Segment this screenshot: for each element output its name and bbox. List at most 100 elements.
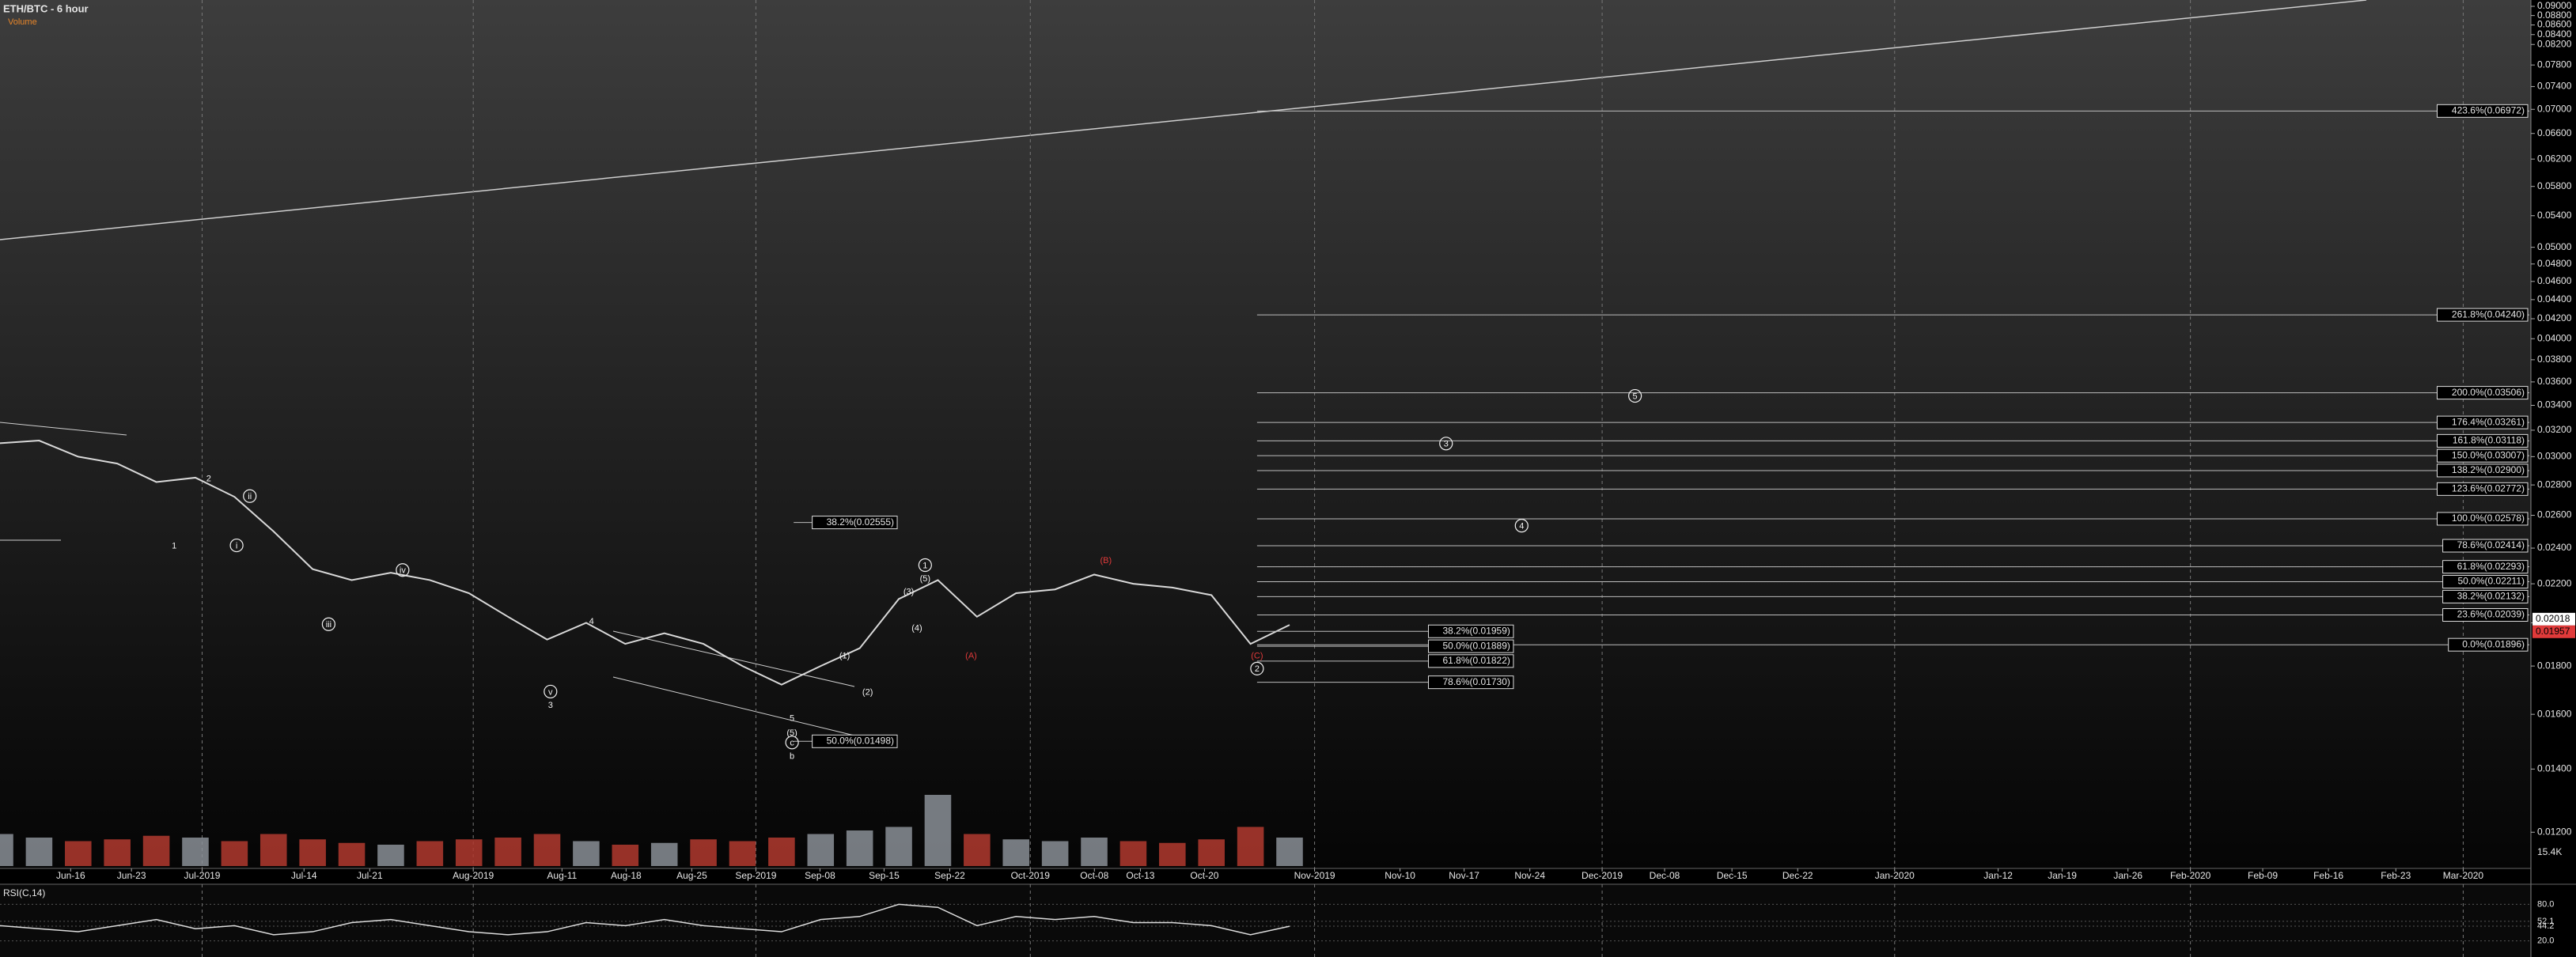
volume-bar: [729, 841, 756, 866]
x-tick-label: Sep-22: [934, 870, 965, 881]
volume-legend: Volume: [8, 17, 37, 27]
wave-circle: [396, 563, 410, 577]
fib-label: 150.0%(0.03007): [2452, 449, 2525, 460]
volume-bar: [1119, 841, 1147, 866]
rsi-tick-label: 52.1: [2537, 917, 2554, 926]
fib-label-box: [1428, 639, 1514, 653]
volume-bar: [807, 834, 835, 866]
wave-label: (C): [1251, 652, 1263, 661]
volume-bar: [142, 835, 170, 866]
x-tick-label: Jul-14: [291, 870, 317, 881]
price-tag-label: 0.02018: [2536, 613, 2570, 624]
wave-label: (B): [1100, 556, 1112, 566]
y-tick-label: 0.03800: [2537, 354, 2572, 365]
chart-title: ETH/BTC - 6 hour: [3, 2, 89, 14]
x-tick-label: Aug-2019: [453, 870, 494, 881]
wave-label: 5: [790, 714, 794, 724]
volume-bar: [182, 838, 209, 866]
channel-line: [612, 630, 855, 687]
fib-label-box: [812, 734, 898, 748]
x-tick-label: Jan-12: [1983, 870, 2013, 881]
y-tick-label: 0.02400: [2537, 542, 2572, 553]
wave-label: (4): [911, 623, 922, 633]
x-tick-label: Mar-2020: [2443, 870, 2484, 881]
volume-bar: [768, 838, 795, 866]
wave-label: 5: [1633, 392, 1638, 401]
x-tick-label: Dec-15: [1717, 870, 1748, 881]
volume-bar: [690, 839, 717, 866]
price-tag: [2532, 612, 2575, 626]
y-tick-label: 0.08800: [2537, 9, 2572, 21]
wave-label: (1): [839, 652, 850, 661]
y-tick-label: 0.08200: [2537, 38, 2572, 49]
wave-label: (5): [920, 574, 930, 584]
fib-label-box: [812, 516, 898, 530]
fib-label: 78.6%(0.02414): [2457, 539, 2525, 550]
fib-label-box: [2442, 608, 2529, 622]
volume-bar: [1159, 842, 1186, 866]
rsi-title: RSI(C,14): [3, 887, 45, 898]
volume-label: 15.4K: [2537, 846, 2562, 857]
y-tick-label: 0.01600: [2537, 708, 2572, 719]
x-tick-label: Nov-2019: [1294, 870, 1335, 881]
fib-label-box: [1428, 675, 1514, 690]
x-tick-label: Jan-2020: [1875, 870, 1915, 881]
x-tick-label: Oct-13: [1126, 870, 1154, 881]
wave-label: 2: [1255, 664, 1260, 674]
wave-label: i: [236, 541, 237, 550]
fib-label: 38.2%(0.01959): [1443, 625, 1510, 636]
fib-label-box: [2437, 415, 2529, 429]
fib-label: 61.8%(0.01822): [1443, 655, 1510, 666]
x-tick-label: Nov-24: [1514, 870, 1545, 881]
wave-label: 4: [1519, 522, 1524, 531]
y-tick-label: 0.01200: [2537, 826, 2572, 837]
volume-bar: [885, 826, 912, 866]
x-tick-label: Sep-2019: [735, 870, 776, 881]
fib-label: 423.6%(0.06972): [2452, 104, 2525, 115]
wave-circle: [229, 538, 244, 553]
fib-label-box: [2437, 463, 2529, 478]
wave-label: (3): [903, 588, 914, 597]
fib-label: 38.2%(0.02555): [827, 516, 894, 528]
fib-label: 261.8%(0.04240): [2452, 308, 2525, 320]
x-tick-label: Jun-23: [117, 870, 146, 881]
volume-bar: [1198, 839, 1225, 866]
y-tick-label: 0.03400: [2537, 399, 2572, 410]
wave-circle: [544, 684, 558, 699]
y-tick-label: 0.04200: [2537, 312, 2572, 323]
y-tick-label: 0.03600: [2537, 376, 2572, 387]
y-tick-label: 0.07800: [2537, 59, 2572, 70]
x-tick-label: Dec-2019: [1582, 870, 1623, 881]
fib-label-box: [2437, 308, 2529, 322]
wave-circle: [918, 558, 932, 573]
volume-bar: [573, 841, 600, 866]
fib-label: 138.2%(0.02900): [2452, 464, 2525, 475]
y-tick-label: 0.07000: [2537, 103, 2572, 114]
fib-label-box: [2437, 482, 2529, 496]
y-tick-label: 0.01400: [2537, 763, 2572, 774]
fib-label: 23.6%(0.02039): [2457, 609, 2525, 620]
y-tick-label: 0.09000: [2537, 0, 2572, 11]
wave-label: 1: [172, 541, 176, 550]
rsi-line: [0, 903, 1290, 936]
volume-bar: [612, 845, 639, 866]
wave-circle: [321, 617, 335, 631]
fib-label-box: [2437, 104, 2529, 118]
fib-label-box: [2442, 560, 2529, 574]
price-line: [0, 440, 1290, 686]
volume-bar: [455, 839, 483, 866]
volume-bar: [1081, 838, 1108, 866]
volume-bar: [1041, 841, 1069, 866]
wave-circle: [243, 489, 257, 503]
fib-label-box: [2437, 512, 2529, 526]
x-tick-label: Sep-08: [805, 870, 835, 881]
volume-bar: [416, 841, 444, 866]
wave-label: c: [790, 739, 794, 748]
fib-label: 38.2%(0.02132): [2457, 591, 2525, 602]
volume-bar: [494, 838, 521, 866]
x-tick-label: Aug-11: [547, 870, 577, 881]
volume-bar: [650, 842, 678, 866]
price-panel: [0, 0, 2531, 868]
volume-bar: [1237, 826, 1264, 866]
